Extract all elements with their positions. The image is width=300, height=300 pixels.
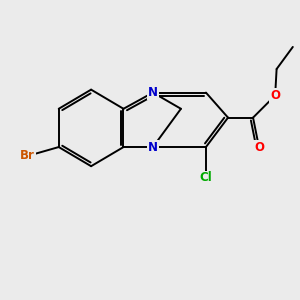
Text: Br: Br <box>20 149 35 162</box>
Text: O: O <box>270 89 280 102</box>
Text: Cl: Cl <box>200 172 212 184</box>
Text: N: N <box>148 86 158 99</box>
Text: O: O <box>254 141 264 154</box>
Text: N: N <box>148 141 158 154</box>
